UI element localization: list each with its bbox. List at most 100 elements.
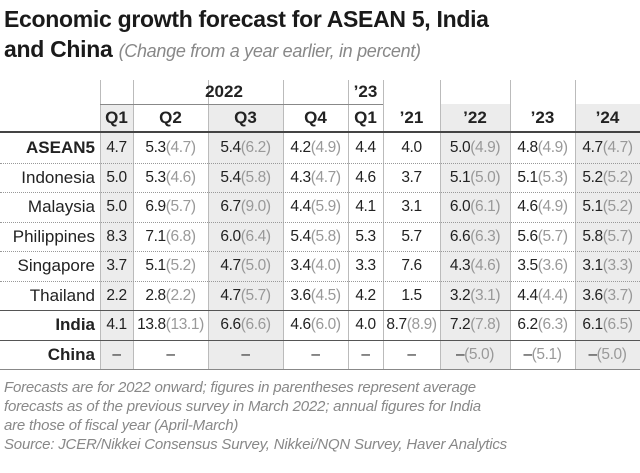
- cell-value: –: [112, 345, 121, 363]
- cell-previous: (5.7): [240, 286, 271, 304]
- column-header: Q4: [304, 108, 327, 127]
- row-rule: [0, 310, 640, 311]
- cell-previous: (6.4): [240, 227, 271, 245]
- cell: 5.6(5.7): [510, 222, 575, 251]
- cell: –: [133, 340, 208, 369]
- row-label: India: [55, 315, 95, 334]
- cell-value: 4.0: [401, 139, 422, 156]
- row-rule: [0, 280, 640, 282]
- cell: 4.7(4.7): [575, 133, 640, 162]
- cell-previous: (5.2): [602, 198, 633, 215]
- cell: 1.5: [383, 281, 440, 310]
- cell-value: 3.3: [355, 257, 376, 274]
- cell-value: 3.4: [290, 257, 311, 274]
- title: and China: [4, 36, 113, 62]
- cell-value: 6.0: [449, 198, 471, 215]
- cell: 6.2(6.3): [510, 310, 575, 339]
- row-label: Indonesia: [21, 167, 95, 187]
- cell-value: 7.1: [145, 227, 166, 245]
- cell-previous: (6.3): [470, 227, 501, 245]
- column-shade: [100, 104, 133, 369]
- cell: 5.3: [348, 222, 383, 251]
- cell-value: 5.3: [145, 139, 166, 156]
- cell: 4.7(5.7): [208, 281, 283, 310]
- note: are those of fiscal year (April-March): [4, 417, 239, 434]
- cell: 7.6: [383, 251, 440, 280]
- cell: 8.3: [100, 222, 133, 251]
- column-header: Q3: [234, 108, 257, 127]
- column-header: ’21: [399, 108, 424, 127]
- cell: 2.2: [100, 281, 133, 310]
- cell: –: [208, 340, 283, 369]
- cell-previous: (5.9): [310, 198, 341, 215]
- column-line: [383, 80, 384, 369]
- column-line: [133, 80, 134, 369]
- cell-value: 2.2: [106, 286, 127, 304]
- cell: 5.1(5.0): [440, 163, 510, 192]
- title: Economic growth forecast for ASEAN 5, In…: [4, 6, 489, 32]
- subtitle: (Change from a year earlier, in percent): [118, 41, 421, 61]
- cell: 5.3(4.6): [133, 163, 208, 192]
- cell: –: [383, 340, 440, 369]
- cell-value: 5.3: [355, 227, 376, 245]
- row-rule: [0, 339, 640, 341]
- column-header: ’23: [530, 108, 555, 127]
- rule: [0, 369, 640, 370]
- cell-previous: (5.2): [602, 168, 633, 186]
- cell-previous: (4.9): [310, 139, 341, 156]
- cell-value: 4.6: [290, 316, 311, 333]
- cell: 5.0: [100, 192, 133, 221]
- cell-previous: (5.0): [240, 257, 271, 274]
- cell-previous: (5.3): [537, 168, 568, 186]
- cell: –(5.1): [510, 340, 575, 369]
- row-label: Philippines: [12, 226, 95, 246]
- column-header: Q1: [105, 108, 128, 127]
- cell-previous: (9.0): [240, 198, 271, 215]
- cell-value: 5.4: [220, 168, 241, 186]
- cell-value: 3.1: [582, 257, 603, 274]
- cell: 4.6(6.0): [283, 310, 348, 339]
- cell-previous: (4.6): [470, 257, 501, 274]
- cell-previous: (4.9): [470, 139, 501, 156]
- cell: –(5.0): [440, 340, 510, 369]
- group-header: 2022: [205, 82, 243, 101]
- cell: 7.1(6.8): [133, 222, 208, 251]
- cell: 4.4(5.9): [283, 192, 348, 221]
- cell-value: 4.0: [355, 316, 376, 333]
- cell-value: 6.6: [449, 227, 471, 245]
- column-shade: [208, 104, 283, 369]
- cell: 5.1(5.3): [510, 163, 575, 192]
- cell-previous: (6.3): [537, 316, 568, 333]
- column-shade: [575, 104, 640, 369]
- cell-value: 4.1: [355, 198, 376, 215]
- cell: 6.0(6.4): [208, 222, 283, 251]
- cell-previous: (5.0): [596, 345, 627, 363]
- cell: 5.2(5.2): [575, 163, 640, 192]
- row-label: China: [47, 344, 95, 364]
- cell-value: 3.5: [517, 257, 538, 274]
- rule: [0, 131, 640, 133]
- cell-previous: (4.7): [165, 139, 196, 156]
- cell-value: 5.4: [290, 227, 311, 245]
- cell-value: –: [361, 345, 370, 363]
- row-label: Singapore: [17, 256, 95, 275]
- cell-previous: (3.6): [537, 257, 568, 274]
- cell-value: 4.8: [517, 139, 538, 156]
- rule: [100, 104, 383, 105]
- cell: 5.1(5.2): [575, 192, 640, 221]
- cell: 4.6(4.9): [510, 192, 575, 221]
- cell: 5.4(6.2): [208, 133, 283, 162]
- cell-previous: (6.2): [240, 139, 271, 156]
- cell: –: [348, 340, 383, 369]
- cell: 13.8(13.1): [133, 310, 208, 339]
- cell-previous: (4.9): [537, 198, 568, 215]
- cell: 5.4(5.8): [208, 163, 283, 192]
- cell-previous: (4.0): [310, 257, 341, 274]
- cell: 4.3(4.6): [440, 251, 510, 280]
- cell-value: 5.1: [145, 257, 166, 274]
- cell-previous: (4.7): [310, 168, 341, 186]
- cell: 5.7: [383, 222, 440, 251]
- cell-value: 1.5: [401, 286, 422, 304]
- cell-value: –: [166, 345, 175, 363]
- cell: 4.2: [348, 281, 383, 310]
